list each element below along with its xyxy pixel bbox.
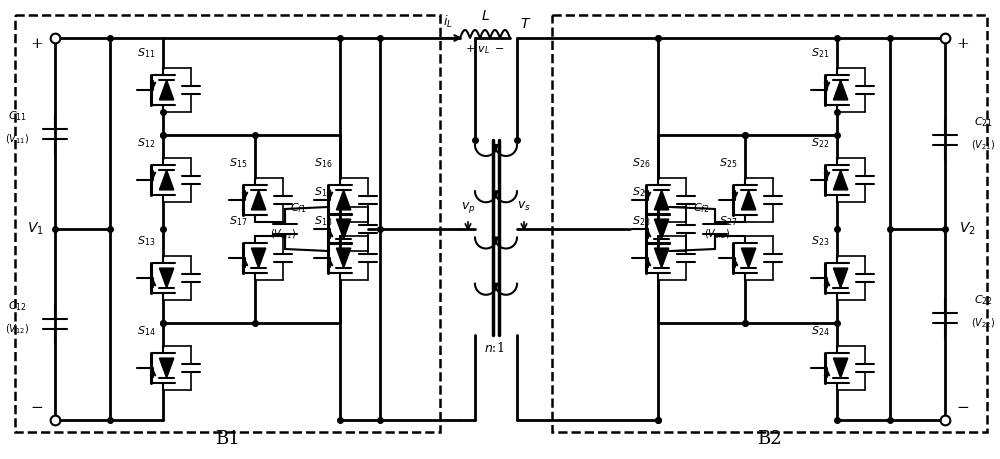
Text: $(V_{11})$: $(V_{11})$ bbox=[5, 132, 29, 146]
Text: $S_{18}$: $S_{18}$ bbox=[314, 214, 332, 228]
Text: $n$:1: $n$:1 bbox=[484, 341, 504, 355]
Text: $(V_{21})$: $(V_{21})$ bbox=[971, 138, 995, 152]
Text: $C_{12}$: $C_{12}$ bbox=[8, 299, 26, 313]
Text: $-$: $-$ bbox=[956, 399, 970, 413]
Text: $(V_{cf1})$: $(V_{cf1})$ bbox=[270, 227, 296, 241]
Polygon shape bbox=[336, 219, 351, 239]
Polygon shape bbox=[159, 358, 174, 378]
Text: $S_{27}$: $S_{27}$ bbox=[719, 214, 737, 228]
Text: B2: B2 bbox=[757, 430, 781, 448]
Text: $C_{11}$: $C_{11}$ bbox=[8, 109, 26, 123]
Polygon shape bbox=[833, 358, 848, 378]
Text: $V_2$: $V_2$ bbox=[959, 221, 975, 237]
Text: $S_{25}$: $S_{25}$ bbox=[719, 156, 737, 170]
Polygon shape bbox=[159, 80, 174, 100]
Polygon shape bbox=[741, 190, 756, 210]
Polygon shape bbox=[654, 190, 669, 210]
Text: $T$: $T$ bbox=[520, 17, 532, 31]
Text: $S_{24}$: $S_{24}$ bbox=[811, 324, 830, 338]
Text: $S_{26}$: $S_{26}$ bbox=[632, 156, 650, 170]
Polygon shape bbox=[159, 268, 174, 288]
Text: $C_{f1}$: $C_{f1}$ bbox=[290, 201, 307, 215]
Text: +: + bbox=[957, 37, 969, 51]
Polygon shape bbox=[741, 248, 756, 268]
Text: $C_{21}$: $C_{21}$ bbox=[974, 115, 992, 129]
Text: $S_{16}$: $S_{16}$ bbox=[314, 156, 332, 170]
Text: $L$: $L$ bbox=[481, 9, 489, 23]
Text: $S_{28}$: $S_{28}$ bbox=[632, 214, 650, 228]
Text: +: + bbox=[31, 37, 43, 51]
Polygon shape bbox=[833, 80, 848, 100]
Text: $S_{11}$: $S_{11}$ bbox=[137, 46, 155, 60]
Text: $(V_{12})$: $(V_{12})$ bbox=[5, 322, 29, 336]
Text: $S_{15}$: $S_{15}$ bbox=[229, 156, 247, 170]
Text: $+\ v_L\ -$: $+\ v_L\ -$ bbox=[465, 43, 505, 56]
Text: $i_L$: $i_L$ bbox=[443, 14, 453, 30]
Polygon shape bbox=[251, 190, 266, 210]
Text: $S_{23}$: $S_{23}$ bbox=[811, 234, 829, 248]
Text: $S_{13}$: $S_{13}$ bbox=[137, 234, 155, 248]
Text: $S_{29}$: $S_{29}$ bbox=[632, 185, 650, 199]
Polygon shape bbox=[654, 248, 669, 268]
Polygon shape bbox=[251, 248, 266, 268]
Bar bbox=[15, 15, 440, 432]
Text: $S_{17}$: $S_{17}$ bbox=[229, 214, 247, 228]
Text: $(V_{cf2})$: $(V_{cf2})$ bbox=[704, 227, 730, 241]
Polygon shape bbox=[833, 268, 848, 288]
Text: $-$: $-$ bbox=[30, 399, 44, 413]
Text: $S_{21}$: $S_{21}$ bbox=[811, 46, 829, 60]
Polygon shape bbox=[654, 219, 669, 239]
Text: $C_{22}$: $C_{22}$ bbox=[974, 293, 992, 307]
Text: $v_p$: $v_p$ bbox=[461, 200, 475, 215]
Text: $V_1$: $V_1$ bbox=[27, 221, 43, 237]
Text: $S_{14}$: $S_{14}$ bbox=[137, 324, 156, 338]
Text: $v_s$: $v_s$ bbox=[517, 200, 531, 213]
Text: $S_{19}$: $S_{19}$ bbox=[314, 185, 332, 199]
Text: $S_{22}$: $S_{22}$ bbox=[811, 136, 829, 150]
Polygon shape bbox=[833, 170, 848, 190]
Polygon shape bbox=[336, 248, 351, 268]
Text: $C_{f2}$: $C_{f2}$ bbox=[693, 201, 710, 215]
Text: $S_{12}$: $S_{12}$ bbox=[137, 136, 155, 150]
Text: B1: B1 bbox=[215, 430, 239, 448]
Text: $(V_{22})$: $(V_{22})$ bbox=[971, 316, 995, 330]
Bar bbox=[552, 15, 987, 432]
Polygon shape bbox=[159, 170, 174, 190]
Polygon shape bbox=[336, 190, 351, 210]
